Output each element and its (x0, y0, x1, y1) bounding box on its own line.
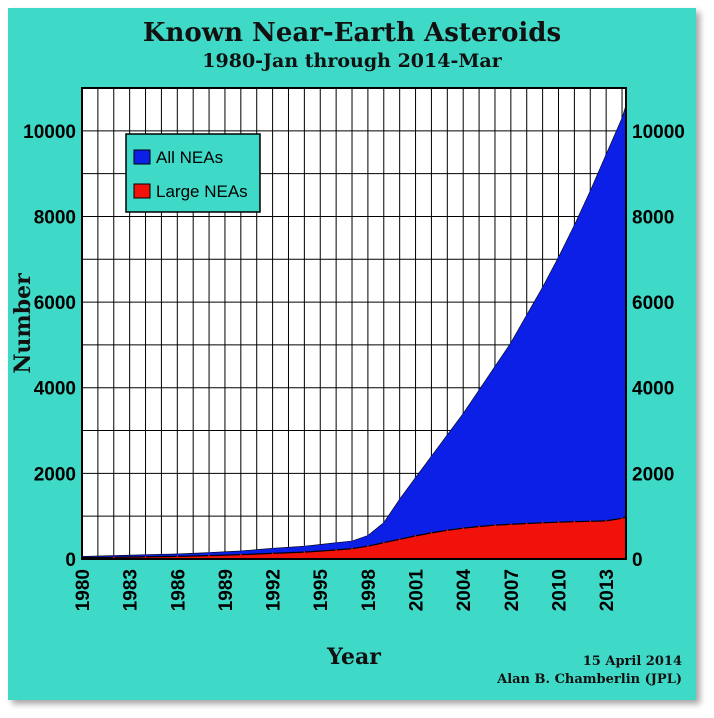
y-tick-label-right: 4000 (632, 379, 674, 400)
data-point-large-neas (176, 555, 179, 558)
x-tick-label: 1992 (264, 569, 285, 611)
data-point-large-neas (144, 556, 147, 558)
x-axis-label: Year (326, 644, 381, 670)
data-point-large-neas (398, 538, 401, 541)
legend-box (125, 133, 261, 213)
data-point-large-neas (271, 552, 274, 555)
data-point-large-neas (557, 521, 560, 523)
y-tick-label-left: 8000 (34, 207, 76, 228)
y-tick-label-left: 10000 (23, 122, 76, 143)
x-tick-label: 1986 (168, 569, 189, 611)
data-point-all-neas (144, 553, 147, 556)
data-point-all-neas (176, 553, 179, 555)
legend-label: Large NEAs (156, 182, 248, 201)
x-tick-label: 1989 (216, 569, 237, 611)
data-point-all-neas (240, 550, 242, 552)
x-tick-label: 1983 (121, 569, 142, 611)
data-point-large-neas (367, 545, 369, 547)
y-tick-label-left: 6000 (34, 293, 76, 314)
chart-title: Known Near-Earth Asteroids (142, 18, 562, 48)
data-point-large-neas (430, 532, 433, 534)
data-point-large-neas (589, 520, 592, 523)
data-point-large-neas (541, 522, 544, 524)
data-point-all-neas (478, 389, 480, 391)
y-tick-label-right: 6000 (632, 293, 674, 314)
y-axis-label: Number (10, 273, 36, 374)
x-tick-label: 2007 (502, 569, 523, 611)
data-point-all-neas (510, 342, 512, 344)
data-point-all-neas (605, 153, 607, 156)
x-tick-label: 2001 (407, 569, 428, 612)
data-point-large-neas (208, 554, 210, 557)
legend-swatch (133, 149, 151, 165)
data-point-all-neas (621, 117, 623, 119)
data-point-all-neas (525, 314, 528, 316)
chart-subtitle: 1980-Jan through 2014-Mar (202, 50, 502, 72)
data-point-all-neas (367, 534, 369, 537)
data-point-all-neas (414, 476, 417, 479)
data-point-all-neas (573, 224, 576, 226)
data-point-large-neas (605, 520, 607, 522)
chart-svg: 0 0 2000 2000 4000 4000 6000 6000 8000 8000 10000 1… (10, 87, 685, 670)
data-point-all-neas (494, 365, 496, 368)
data-point-all-neas (398, 498, 401, 500)
data-point-large-neas (351, 547, 353, 550)
data-point-all-neas (113, 554, 115, 557)
data-point-large-neas (240, 553, 242, 556)
data-point-large-neas (494, 524, 496, 526)
data-point-all-neas (351, 540, 353, 542)
data-point-large-neas (525, 522, 528, 525)
y-tick-label-left: 2000 (34, 464, 76, 485)
data-point-large-neas (303, 551, 306, 553)
y-tick-label-right: 2000 (632, 464, 674, 485)
credit-date: 15 April 2014 (582, 654, 682, 669)
data-point-large-neas (510, 523, 512, 526)
data-point-all-neas (541, 286, 544, 288)
data-point-large-neas (113, 556, 115, 559)
chart-frame: Known Near-Earth Asteroids 1980-Jan thro… (8, 8, 696, 700)
data-point-large-neas (383, 541, 385, 544)
data-point-all-neas (446, 434, 449, 436)
x-tick-label: 2004 (454, 569, 475, 612)
data-point-all-neas (208, 551, 210, 554)
data-point-large-neas (462, 527, 465, 529)
y-tick-label-left: 0 (65, 550, 76, 571)
legend-swatch (133, 183, 151, 199)
x-tick-label: 1980 (73, 569, 94, 611)
x-tick-label: 1995 (311, 569, 332, 612)
x-tick-label: 1998 (359, 569, 380, 611)
data-point-all-neas (335, 541, 337, 544)
data-point-all-neas (271, 547, 274, 550)
data-point-all-neas (589, 190, 592, 192)
data-point-large-neas (335, 549, 337, 551)
data-point-all-neas (462, 412, 465, 415)
data-point-all-neas (383, 521, 385, 524)
data-point-large-neas (573, 520, 576, 523)
data-point-all-neas (557, 256, 560, 258)
plot-border (81, 87, 627, 560)
data-point-large-neas (478, 525, 480, 528)
credit-author: Alan B. Chamberlin (JPL) (497, 672, 682, 687)
x-tick-label: 2010 (549, 569, 570, 611)
y-tick-label-right: 10000 (632, 122, 685, 143)
data-point-large-neas (414, 535, 417, 537)
y-tick-label-right: 0 (632, 550, 643, 571)
y-tick-label-right: 8000 (632, 207, 674, 228)
data-point-all-neas (303, 545, 306, 547)
data-point-large-neas (621, 517, 623, 520)
y-tick-label-left: 4000 (34, 379, 76, 400)
x-tick-label: 2013 (597, 569, 618, 611)
data-point-all-neas (430, 455, 433, 458)
data-point-large-neas (446, 529, 449, 532)
legend-label: All NEAs (156, 148, 223, 167)
